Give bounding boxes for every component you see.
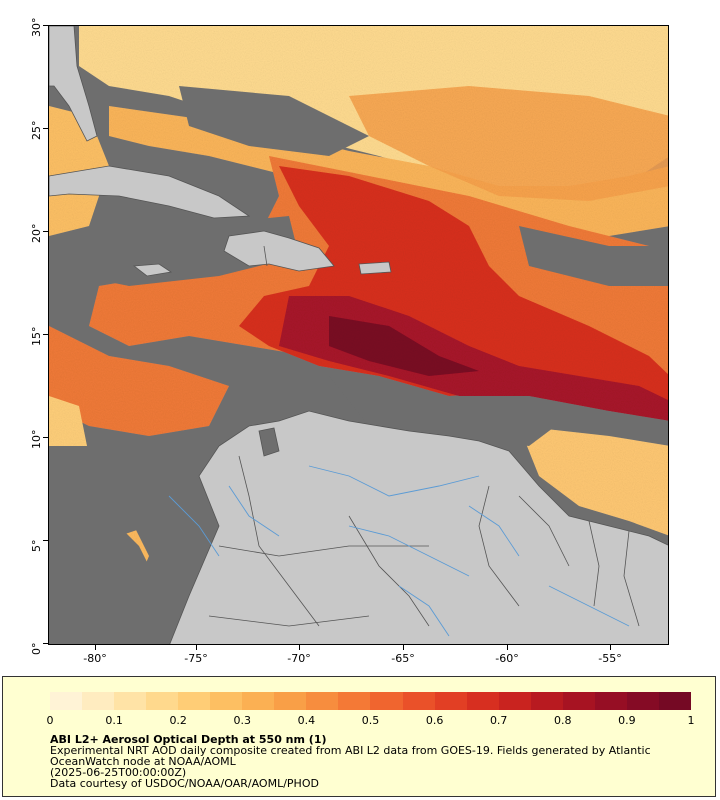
legend-credit-line: Data courtesy of USDOC/NOAA/OAR/AOML/PHO…: [50, 777, 319, 790]
legend-panel: 0 0.1 0.2 0.3 0.4 0.5 0.6 0.7 0.8 0.9 1 ABI L2+ Ae…: [2, 676, 716, 797]
latitude-tick: [43, 231, 48, 232]
colorbar-swatch: [434, 692, 467, 710]
colorbar-swatch: [370, 692, 403, 710]
longitude-label: -60°: [495, 652, 519, 665]
longitude-label: -80°: [83, 652, 107, 665]
colorbar-swatch: [626, 692, 659, 710]
jamaica-land: [132, 263, 173, 277]
colorbar-swatch: [178, 692, 211, 710]
latitude-label: 0°: [30, 642, 43, 656]
colorbar-swatch: [562, 692, 595, 710]
colorbar-tick-label: 0.7: [489, 714, 508, 727]
longitude-label: -55°: [598, 652, 622, 665]
colorbar-swatch: [210, 692, 243, 710]
colorbar-swatch: [242, 692, 275, 710]
legend-date-line: (2025-06-25T00:00:00Z): [50, 766, 187, 779]
longitude-tick: [299, 645, 300, 650]
longitude-tick: [196, 645, 197, 650]
latitude-label: 30°: [30, 17, 43, 38]
colorbar-tick-label: 0.9: [618, 714, 636, 727]
colorbar-swatch: [50, 692, 83, 710]
land: [49, 26, 668, 644]
longitude-tick: [610, 645, 611, 650]
colorbar-swatch: [658, 692, 691, 710]
latitude-label: 25°: [30, 120, 43, 141]
longitude-label: -65°: [391, 652, 415, 665]
latitude-label: 15°: [30, 326, 43, 347]
legend-title: ABI L2+ Aerosol Optical Depth at 550 nm …: [50, 733, 327, 746]
colorbar-tick-label: 0.6: [425, 714, 444, 727]
colorbar-swatch: [594, 692, 627, 710]
colorbar-swatch: [274, 692, 307, 710]
colorbar-swatch: [306, 692, 339, 710]
colorbar-swatch: [402, 692, 435, 710]
latitude-tick: [43, 437, 48, 438]
cuba-land: [49, 165, 251, 219]
colorbar-swatch: [114, 692, 147, 710]
rivers: [168, 465, 630, 637]
legend-description-line-2: OceanWatch node at NOAA/AOML: [50, 755, 236, 768]
latitude-tick: [43, 128, 48, 129]
latitude-tick: [43, 334, 48, 335]
latitude-label: 20°: [30, 223, 43, 244]
colorbar-swatch: [338, 692, 371, 710]
colorbar-swatch: [498, 692, 531, 710]
colorbar-tick-label: 0.8: [554, 714, 572, 727]
aod-map: [48, 25, 669, 645]
latitude-label: 10°: [30, 429, 43, 450]
longitude-tick: [403, 645, 404, 650]
colorbar-tick-label: 0: [46, 714, 54, 727]
latitude-tick: [43, 643, 48, 644]
aod-map-canvas: [49, 26, 668, 644]
country-borders: [208, 245, 640, 627]
colorbar-tick-label: 0.4: [297, 714, 316, 727]
colorbar-tick-label: 0.1: [105, 714, 123, 727]
hispaniola-land: [223, 230, 335, 272]
colorbar-swatch: [146, 692, 179, 710]
latitude-label: 5°: [30, 539, 43, 553]
colorbar-swatch: [530, 692, 563, 710]
cloud-gaps: [49, 86, 668, 546]
colorbar-tick-label: 0.2: [169, 714, 187, 727]
puerto-rico-land: [358, 261, 392, 275]
latitude-tick: [43, 25, 48, 26]
colorbar-tick-label: 0.3: [233, 714, 252, 727]
colorbar-swatch: [466, 692, 499, 710]
colorbar-tick-label: 0.5: [361, 714, 380, 727]
legend-description-line-1: Experimental NRT AOD daily composite cre…: [50, 744, 651, 757]
longitude-label: -70°: [287, 652, 311, 665]
florida-land: [49, 26, 98, 142]
longitude-tick: [95, 645, 96, 650]
longitude-tick: [507, 645, 508, 650]
colorbar-swatch: [82, 692, 115, 710]
longitude-label: -75°: [184, 652, 208, 665]
latitude-tick: [43, 540, 48, 541]
aod-colorbar: [50, 692, 691, 710]
colorbar-tick-label: 1: [687, 714, 695, 727]
south-america-land: [169, 410, 668, 644]
